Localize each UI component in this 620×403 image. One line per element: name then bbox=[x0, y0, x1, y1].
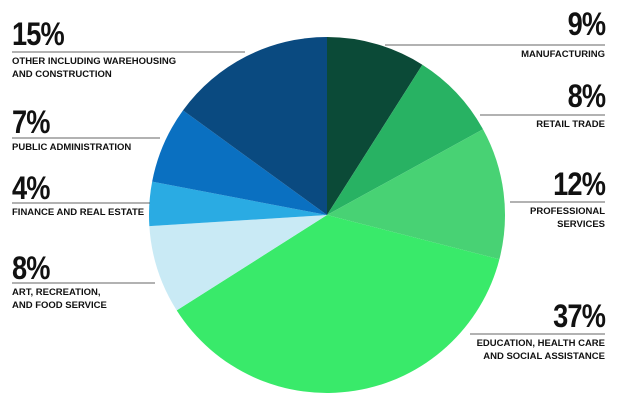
value-label: 4% bbox=[12, 170, 50, 206]
pie-slice bbox=[148, 181, 327, 227]
pie-slice bbox=[149, 215, 327, 311]
value-label: 12% bbox=[553, 166, 606, 202]
value-label: 7% bbox=[12, 104, 50, 140]
category-label: ART, RECREATION, AND FOOD SERVICE bbox=[12, 287, 107, 311]
category-label: RETAIL TRADE bbox=[536, 119, 605, 130]
pie-slice bbox=[327, 129, 505, 260]
category-label: FINANCE AND REAL ESTATE bbox=[12, 207, 145, 218]
pie-slice bbox=[176, 215, 500, 393]
category-label: EDUCATION, HEALTH CARE AND SOCIAL ASSIST… bbox=[476, 338, 605, 362]
pie-slice bbox=[327, 64, 483, 216]
pie-slice bbox=[327, 37, 423, 215]
value-label: 37% bbox=[553, 298, 606, 334]
category-label: PROFESSIONAL SERVICES bbox=[530, 206, 605, 230]
value-label: 8% bbox=[12, 250, 50, 286]
value-label: 15% bbox=[12, 16, 65, 52]
pie-slice bbox=[152, 110, 327, 215]
category-label: MANUFACTURING bbox=[521, 49, 605, 60]
category-label: PUBLIC ADMINISTRATION bbox=[12, 142, 132, 153]
value-label: 9% bbox=[567, 6, 605, 42]
value-label: 8% bbox=[567, 78, 605, 114]
category-label: OTHER INCLUDING WAREHOUSING AND CONSTRUC… bbox=[12, 56, 177, 80]
pie-slice bbox=[182, 37, 327, 215]
